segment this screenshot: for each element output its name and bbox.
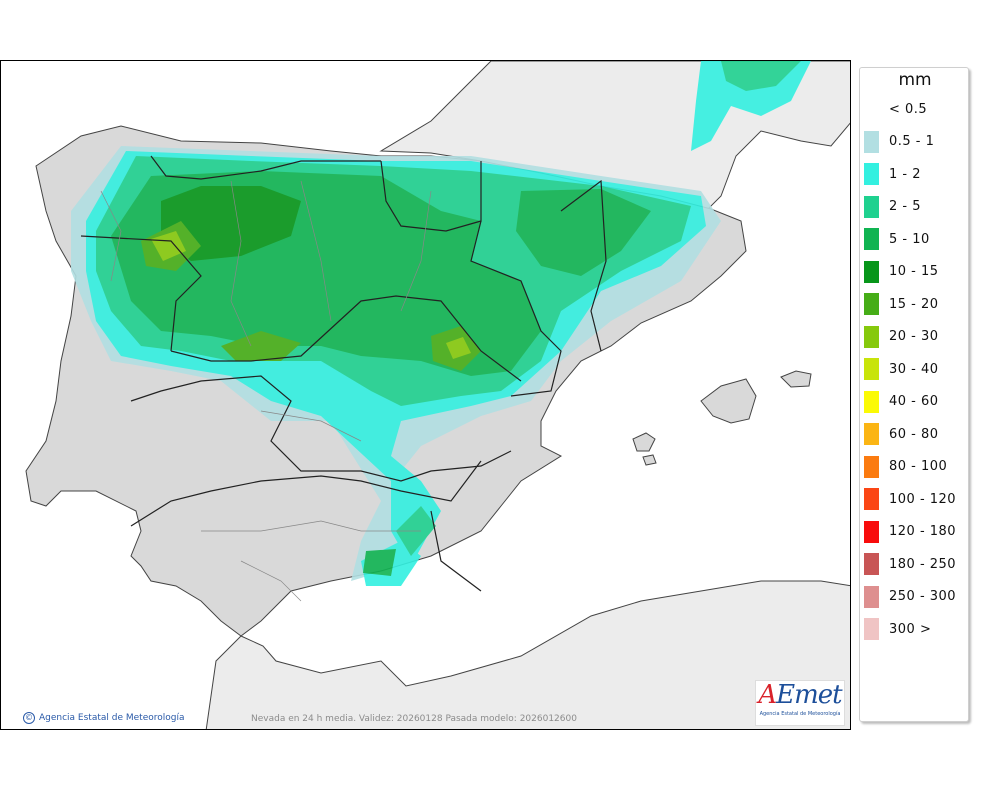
legend-label: 250 - 300 <box>889 589 957 604</box>
legend-swatch <box>864 325 879 348</box>
snow-area-1-2-france <box>691 61 811 151</box>
legend-swatch <box>864 585 879 608</box>
logo-subtitle: Agencia Estatal de Meteorología <box>759 711 841 717</box>
agency-credit-text: Agencia Estatal de Meteorología <box>39 713 185 723</box>
legend-label: 5 - 10 <box>889 231 930 247</box>
legend-swatch <box>864 520 879 543</box>
legend-swatch <box>864 423 879 445</box>
legend-swatch <box>864 390 879 413</box>
legend-swatch <box>864 130 879 153</box>
province-boundaries <box>100 180 432 602</box>
snow-area-20-30 <box>151 231 186 261</box>
legend-row: 60 - 80 <box>864 423 939 445</box>
legend-row: 80 - 100 <box>864 455 948 478</box>
legend-swatch <box>864 455 879 478</box>
legend-row: 300 > <box>864 618 932 640</box>
legend-label: 100 - 120 <box>889 491 957 507</box>
legend-label: 0.5 - 1 <box>889 134 935 149</box>
legend-row: 0.5 - 1 <box>864 130 935 153</box>
legend-label: 180 - 250 <box>889 556 957 572</box>
legend-row: 1 - 2 <box>864 163 921 185</box>
legend-row: 40 - 60 <box>864 390 939 413</box>
agency-credit: © Agencia Estatal de Meteorología <box>23 712 185 724</box>
legend-label: 30 - 40 <box>889 361 939 377</box>
snow-area-5-10-south <box>363 549 396 576</box>
legend-label: < 0.5 <box>889 101 928 117</box>
legend-label: 1 - 2 <box>889 166 921 182</box>
legend-row: 120 - 180 <box>864 520 957 543</box>
legend-row: 15 - 20 <box>864 293 939 315</box>
mallorca-island <box>700 378 757 424</box>
legend-swatch <box>864 228 879 250</box>
legend-label: 120 - 180 <box>889 524 957 539</box>
legend-swatch <box>864 195 879 218</box>
menorca-island <box>780 370 812 388</box>
legend-label: 2 - 5 <box>889 199 921 214</box>
snow-area-20-30-iberico <box>446 337 471 359</box>
legend-label: 60 - 80 <box>889 426 939 442</box>
legend-row: 180 - 250 <box>864 553 957 575</box>
copyright-icon: © <box>23 712 35 724</box>
legend-swatch <box>864 488 879 510</box>
snow-area-15-20-centre <box>221 331 301 361</box>
snow-area-2-5-france <box>721 61 801 91</box>
precipitation-legend: mm < 0.5 0.5 - 1 1 - 2 2 - 5 5 - 10 10 - 15 15… <box>859 67 969 722</box>
legend-swatch <box>864 358 879 380</box>
snowfall-overlay <box>71 61 811 586</box>
legend-swatch <box>864 260 879 283</box>
legend-row: 10 - 15 <box>864 260 939 283</box>
snow-forecast-map[interactable]: © Agencia Estatal de Meteorología Nevada… <box>0 60 851 730</box>
logo-word-rest: Emet <box>776 680 842 710</box>
regional-boundaries <box>80 155 607 592</box>
legend-label: 20 - 30 <box>889 329 939 344</box>
legend-row: 250 - 300 <box>864 585 957 608</box>
ibiza-island <box>632 432 656 452</box>
legend-swatch <box>864 553 879 575</box>
legend-row: 2 - 5 <box>864 195 921 218</box>
legend-label: 300 > <box>889 621 932 637</box>
legend-swatch <box>864 163 879 185</box>
legend-row: 100 - 120 <box>864 488 957 510</box>
legend-row: 5 - 10 <box>864 228 930 250</box>
logo-word-lead: A <box>758 680 777 710</box>
legend-unit: mm <box>898 70 932 90</box>
north-africa-landmass <box>205 580 850 729</box>
legend-label: 40 - 60 <box>889 394 939 409</box>
legend-swatch <box>864 618 879 640</box>
legend-label: 80 - 100 <box>889 459 948 474</box>
forecast-caption: Nevada en 24 h media. Validez: 20260128 … <box>251 714 577 724</box>
legend-row: < 0.5 <box>864 99 927 119</box>
legend-label: 15 - 20 <box>889 296 939 312</box>
legend-label: 10 - 15 <box>889 264 939 279</box>
aemet-logo: AEmet Agencia Estatal de Meteorología <box>755 680 845 726</box>
legend-row: 30 - 40 <box>864 358 939 380</box>
legend-swatch <box>864 293 879 315</box>
legend-row: 20 - 30 <box>864 325 939 348</box>
formentera-island <box>642 454 657 466</box>
map-canvas <box>1 61 850 729</box>
snow-area-5-10-east <box>516 189 651 276</box>
